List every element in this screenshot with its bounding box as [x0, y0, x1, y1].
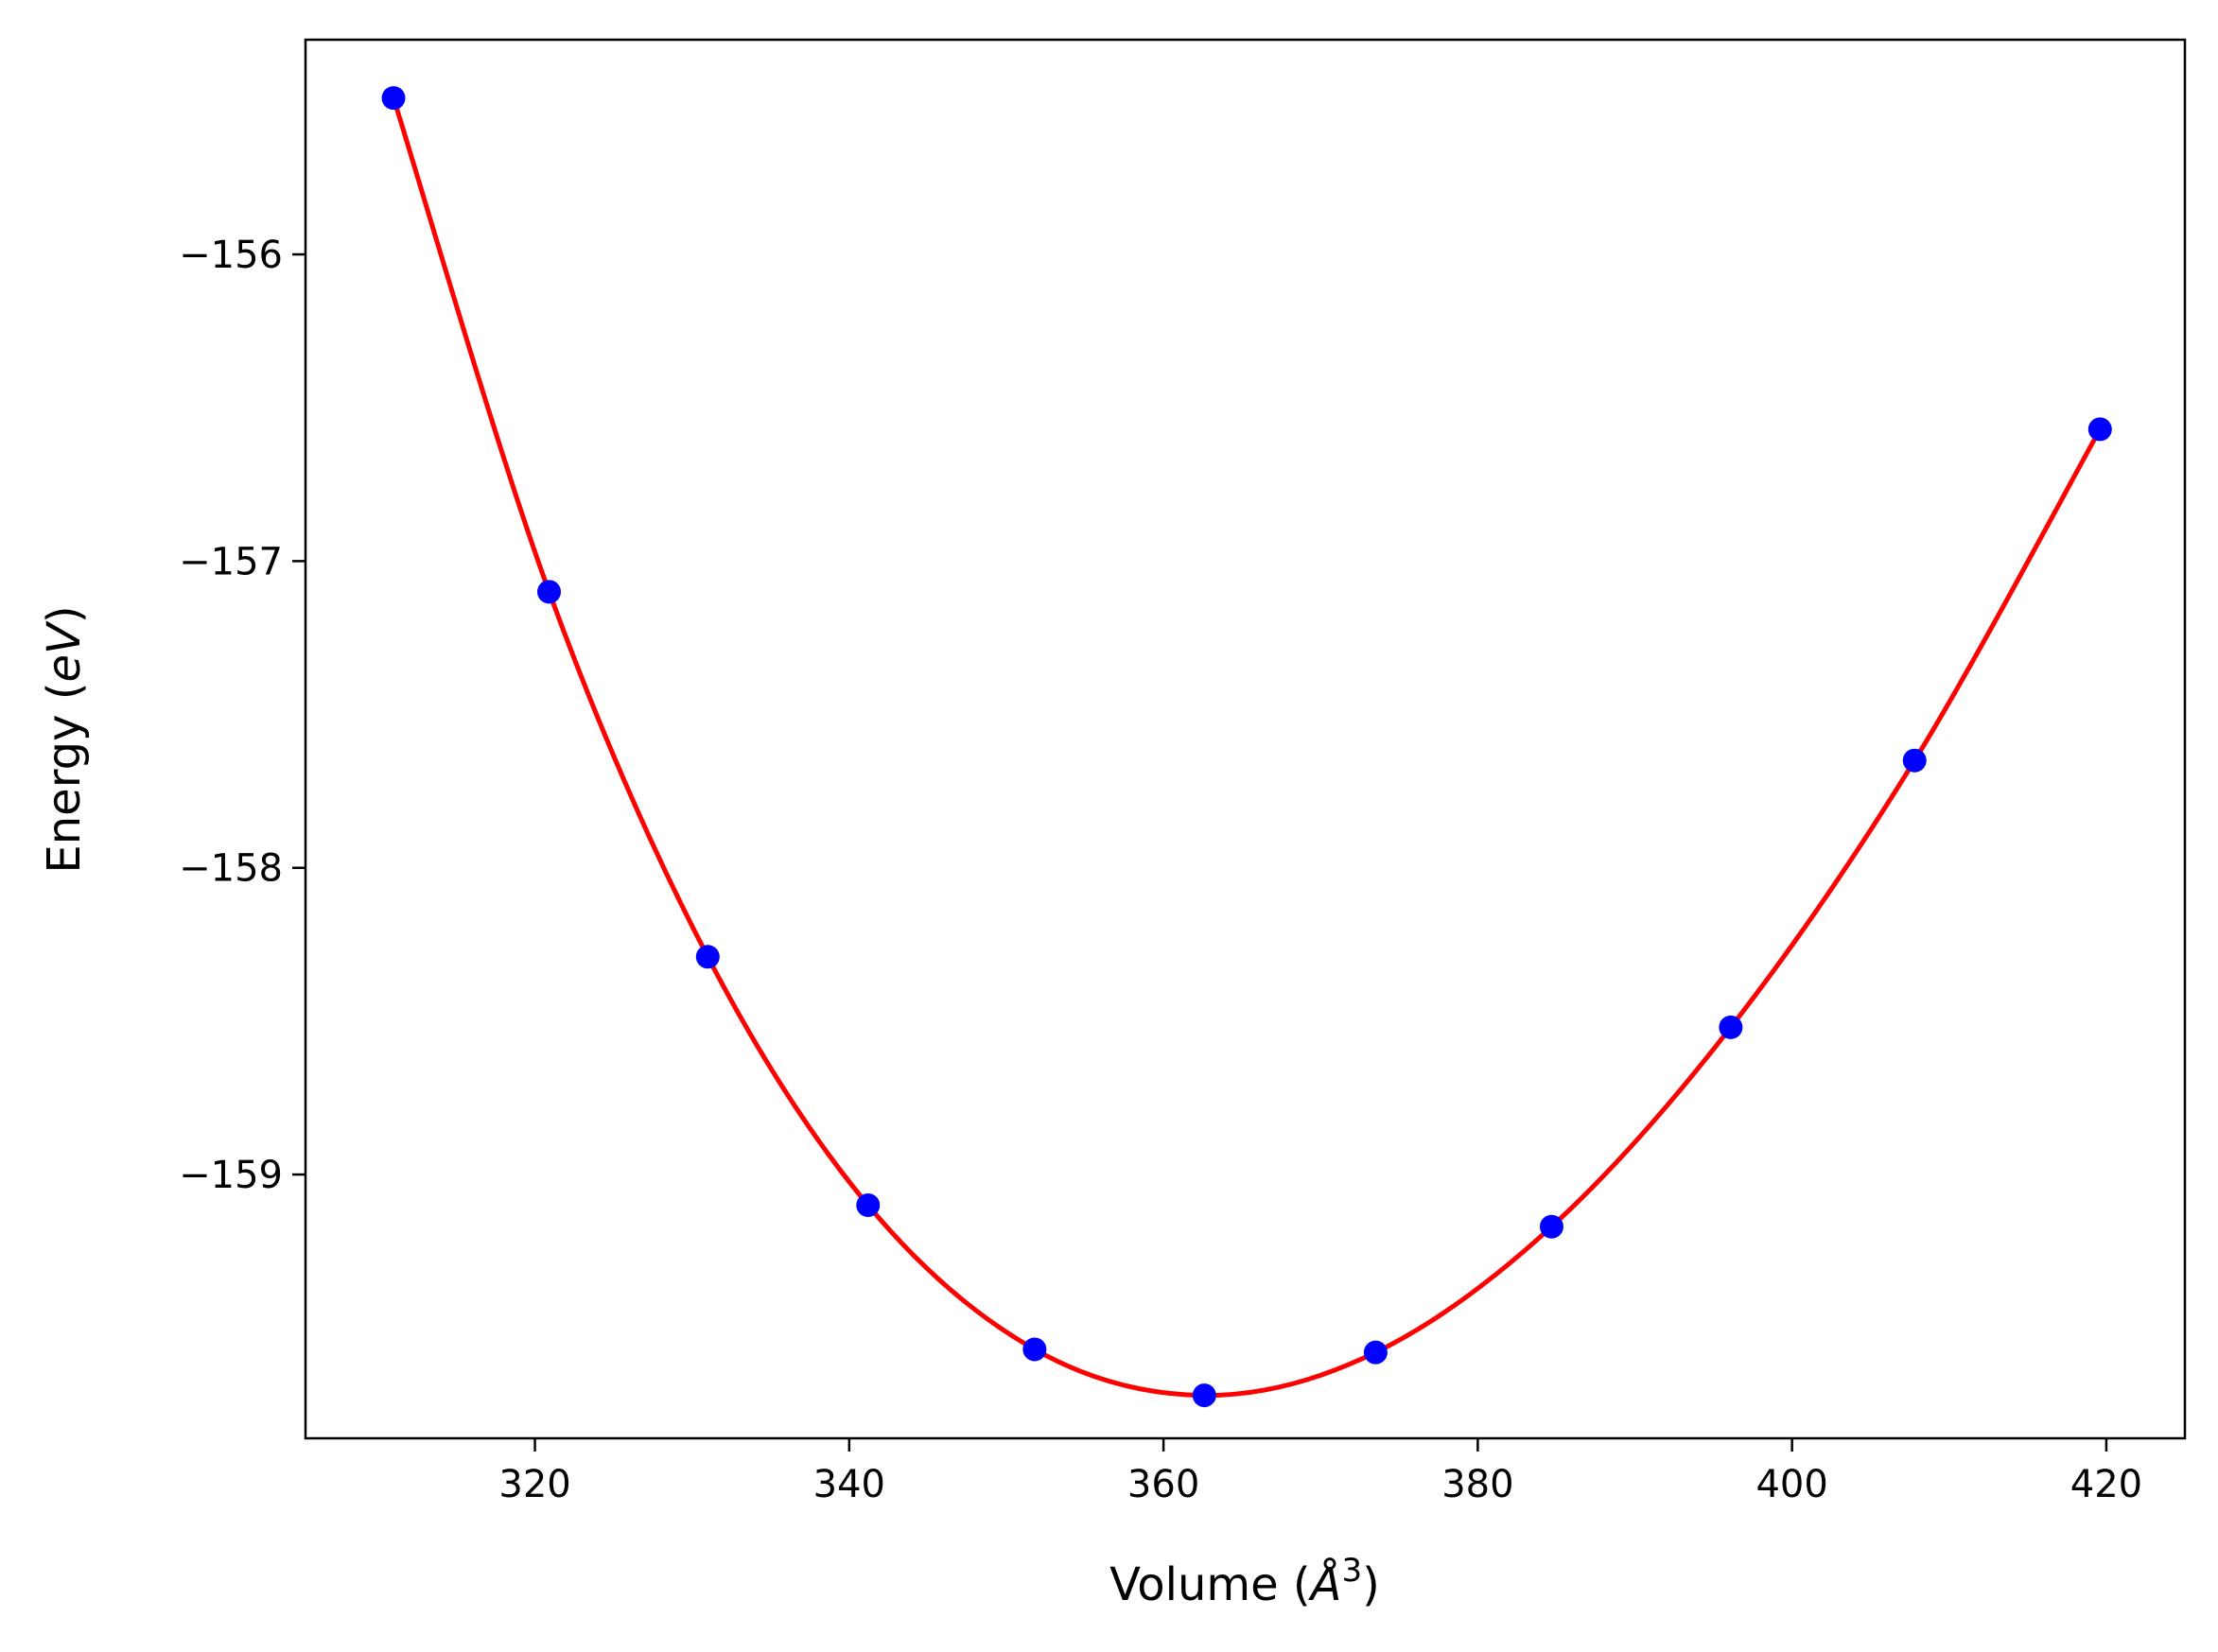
plot-frame — [304, 38, 2187, 1440]
data-point — [856, 1193, 881, 1217]
data-point — [1363, 1340, 1388, 1365]
data-point — [1719, 1015, 1743, 1039]
x-tick-label: 320 — [498, 1463, 570, 1506]
data-point — [1192, 1383, 1216, 1408]
data-point — [381, 86, 406, 111]
x-axis-label: Volume (Å3) — [1109, 1552, 1380, 1611]
data-point — [1902, 748, 1927, 773]
data-point — [2087, 417, 2112, 442]
x-tick-label: 380 — [1441, 1463, 1513, 1506]
x-tick-label: 400 — [1755, 1463, 1827, 1506]
y-tick-label: −158 — [179, 847, 283, 891]
y-tick-label: −156 — [179, 234, 283, 277]
data-point — [537, 580, 562, 604]
y-tick-label: −157 — [179, 540, 283, 583]
x-tick-label: 360 — [1127, 1463, 1199, 1506]
x-axis-ticks: 320 340 360 380 400 420 — [498, 1438, 2142, 1506]
fit-curve — [391, 96, 2103, 1399]
x-tick-label: 420 — [2070, 1463, 2142, 1506]
y-tick-label: −159 — [179, 1154, 283, 1197]
data-point — [1022, 1337, 1047, 1362]
y-axis-label: Energy (eV) — [38, 605, 91, 873]
x-tick-label: 340 — [813, 1463, 885, 1506]
data-point — [695, 945, 720, 969]
plot-area — [381, 86, 2112, 1408]
y-axis-ticks: −156 −157 −158 −159 — [179, 234, 306, 1197]
data-point — [1539, 1214, 1563, 1239]
